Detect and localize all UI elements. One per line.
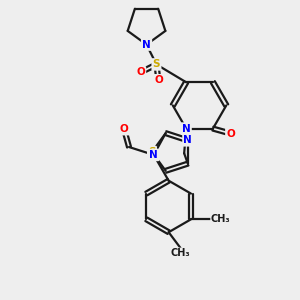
Text: O: O bbox=[226, 128, 235, 139]
Text: O: O bbox=[120, 124, 128, 134]
Text: CH₃: CH₃ bbox=[211, 214, 230, 224]
Text: O: O bbox=[136, 67, 145, 77]
Text: O: O bbox=[154, 75, 163, 85]
Text: N: N bbox=[184, 135, 192, 145]
Text: S: S bbox=[153, 59, 160, 69]
Text: CH₃: CH₃ bbox=[171, 248, 190, 258]
Text: N: N bbox=[149, 150, 158, 160]
Text: N: N bbox=[142, 40, 151, 50]
Text: N: N bbox=[182, 124, 190, 134]
Text: S: S bbox=[148, 147, 156, 157]
